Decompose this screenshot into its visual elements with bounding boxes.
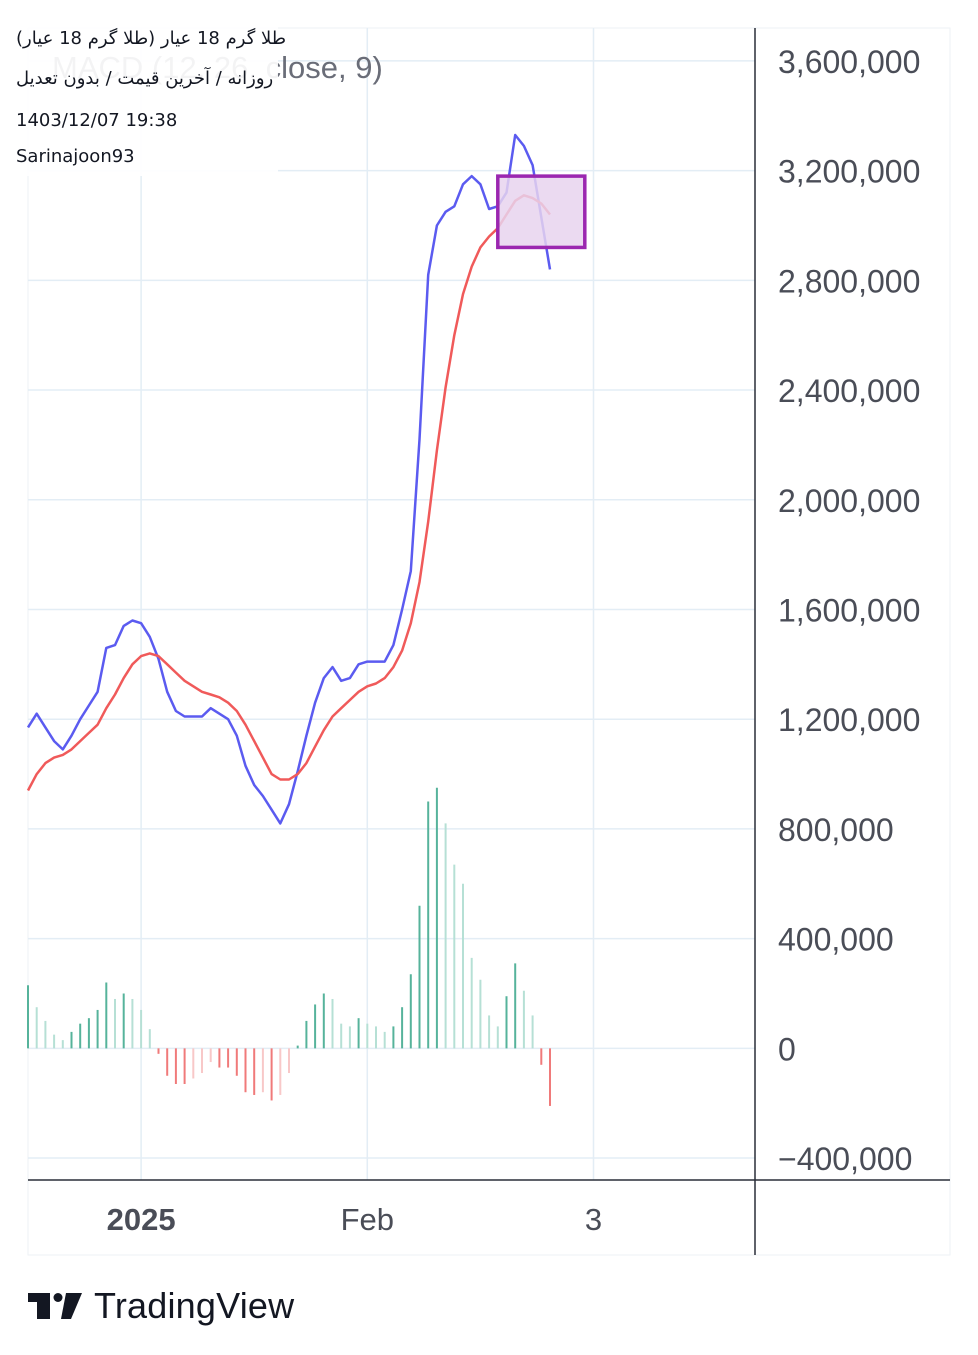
chart-settings: روزانه / آخرین قیمت / بدون تعدیل [16, 68, 274, 89]
macd-lines [26, 133, 552, 825]
tradingview-logo[interactable]: TradingView [28, 1285, 295, 1326]
y-tick-label: 0 [778, 1031, 796, 1067]
x-tick-label: Feb [341, 1202, 394, 1237]
chart-info-panel: طلا گرم 18 عیار (طلا گرم 18 عیار) روزانه… [6, 26, 286, 176]
symbol-title: طلا گرم 18 عیار (طلا گرم 18 عیار) [16, 28, 287, 49]
drawing-layer[interactable] [496, 174, 587, 250]
y-tick-label: 3,600,000 [778, 44, 920, 80]
y-tick-label: 400,000 [778, 922, 894, 958]
tradingview-logo-icon [28, 1293, 82, 1319]
axes [28, 28, 950, 1255]
y-tick-label: 1,600,000 [778, 592, 920, 628]
time-scale[interactable]: 2025 Feb 3 [107, 1202, 603, 1237]
tradingview-logo-text: TradingView [94, 1285, 295, 1326]
y-tick-label: 1,200,000 [778, 702, 920, 738]
y-tick-label: 800,000 [778, 812, 894, 848]
author-name: Sarinajoon93 [16, 146, 135, 167]
x-tick-label: 3 [585, 1202, 602, 1237]
x-tick-label: 2025 [107, 1202, 176, 1237]
snapshot-timestamp: 1403/12/07 19:38 [16, 110, 178, 131]
y-tick-label: −400,000 [778, 1141, 912, 1177]
y-tick-label: 2,400,000 [778, 373, 920, 409]
y-tick-label: 3,200,000 [778, 154, 920, 190]
highlight-rectangle[interactable] [496, 174, 587, 250]
macd-histogram [27, 787, 551, 1106]
signal-line [26, 194, 551, 792]
chart-frame [27, 27, 951, 1256]
y-tick-label: 2,800,000 [778, 263, 920, 299]
price-scale[interactable]: 3,600,000 3,200,000 2,800,000 2,400,000 2,00… [778, 44, 920, 1177]
grid [27, 27, 951, 1256]
macd-line [26, 133, 552, 825]
y-tick-label: 2,000,000 [778, 483, 920, 519]
